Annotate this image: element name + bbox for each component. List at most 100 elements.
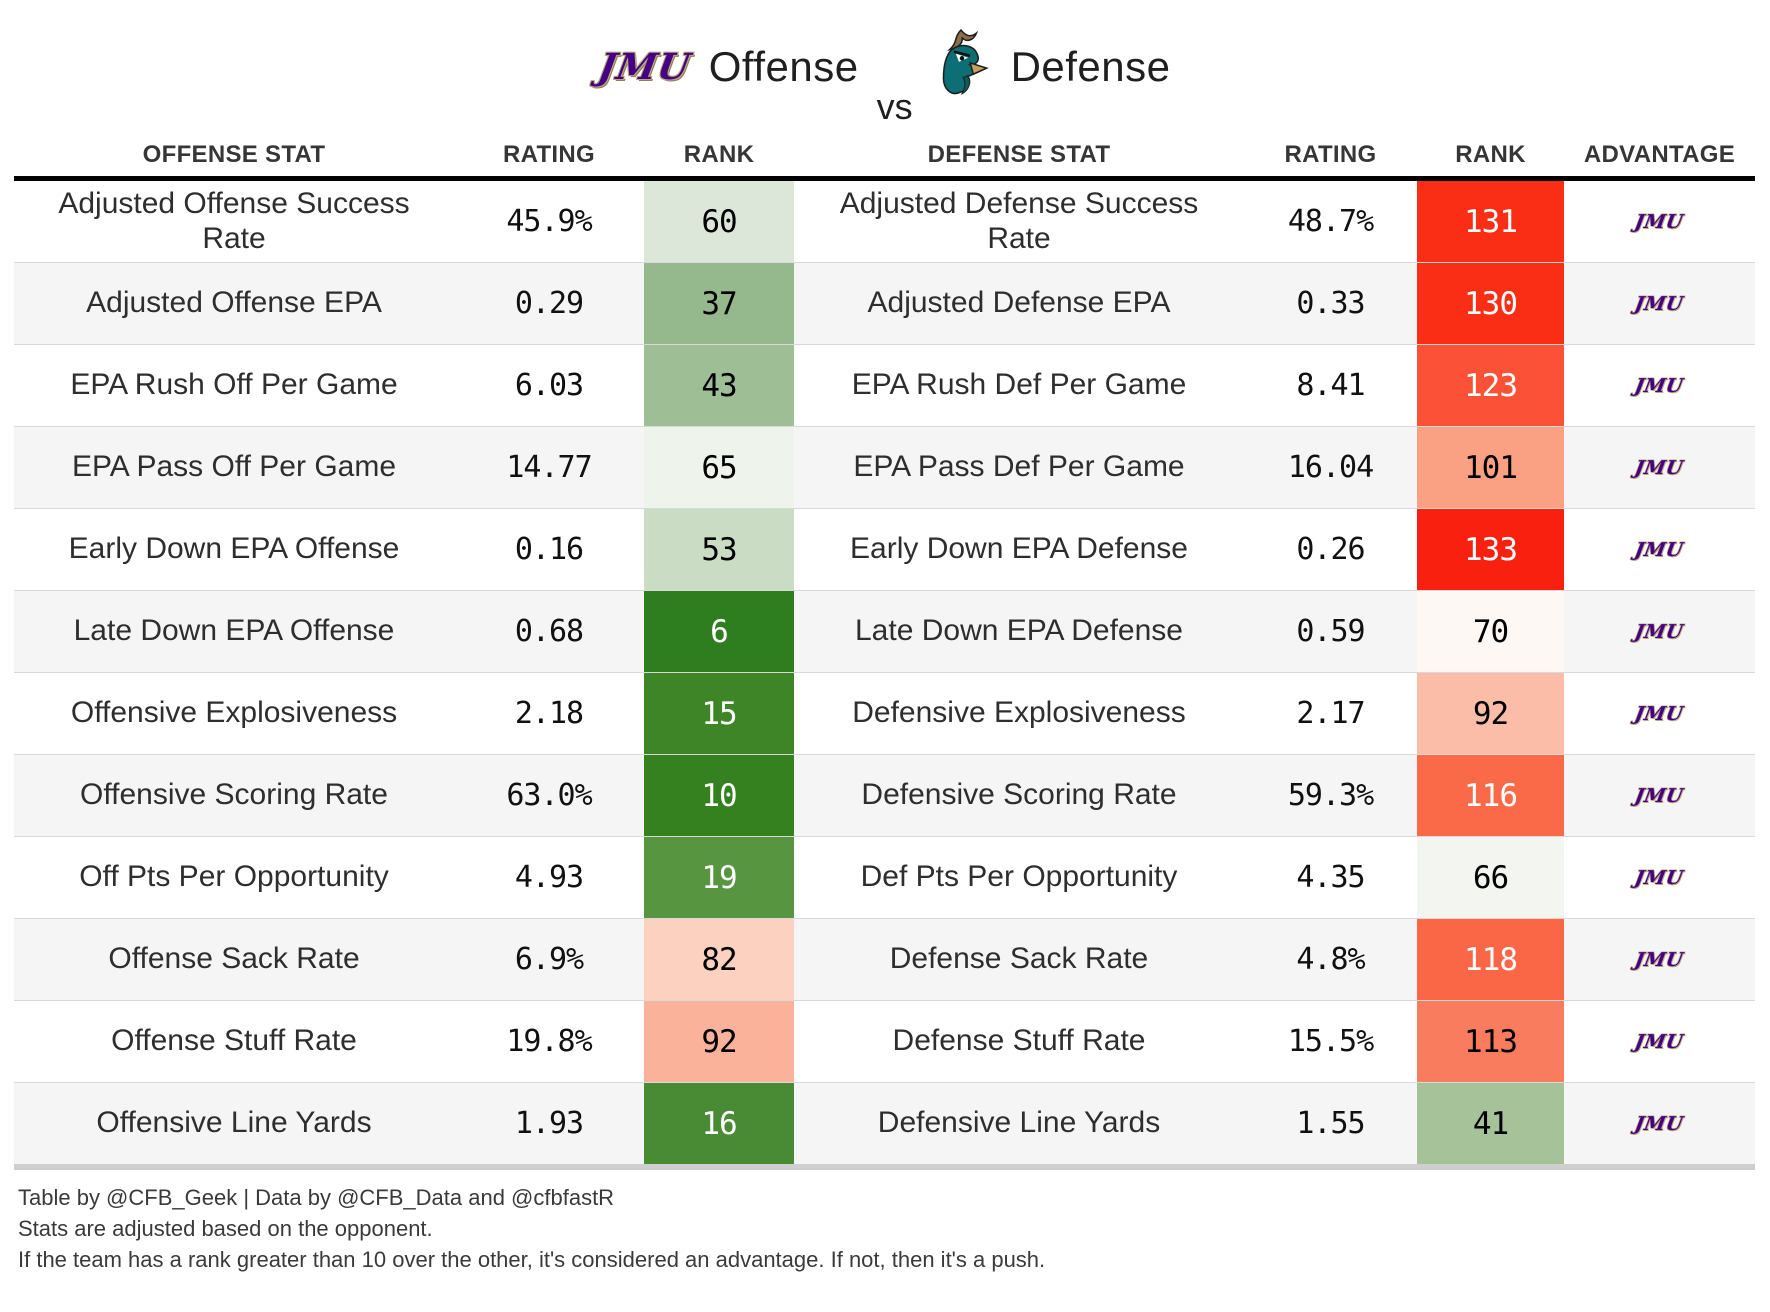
defense-stat-name: EPA Rush Def Per Game [851, 368, 1187, 402]
advantage-cell: JMU [1564, 1001, 1755, 1082]
offense-rating-value: 2.18 [514, 696, 584, 731]
offense-rank-cell: 37 [644, 263, 794, 344]
offense-rank-cell: 43 [644, 345, 794, 426]
chanticleer-logo-icon [931, 28, 993, 106]
table-row: Offensive Explosiveness 2.18 15 Defensiv… [14, 672, 1755, 754]
jmu-advantage-logo: JMU [1633, 620, 1686, 643]
offense-rating-value: 63.0% [506, 778, 592, 813]
advantage-cell: JMU [1564, 591, 1755, 672]
offense-rating-value: 4.93 [514, 860, 584, 895]
offense-rank-cell: 65 [644, 427, 794, 508]
defense-rank-cell: 66 [1417, 837, 1564, 918]
offense-rank-cell: 92 [644, 1001, 794, 1082]
table-row: Adjusted Offense EPA 0.29 37 Adjusted De… [14, 262, 1755, 344]
defense-stat-name: Adjusted Defense EPA [867, 286, 1171, 320]
defense-rating-value: 8.41 [1296, 368, 1365, 403]
defense-rank-cell: 123 [1417, 345, 1564, 426]
defense-rating-value: 15.5% [1287, 1024, 1374, 1059]
defense-stat-name: Def Pts Per Opportunity [860, 860, 1178, 894]
table-row: Offensive Scoring Rate 63.0% 10 Defensiv… [14, 754, 1755, 836]
col-header-defense-rank: RANK [1455, 141, 1526, 168]
defense-rank-cell: 113 [1417, 1001, 1564, 1082]
advantage-cell: JMU [1564, 345, 1755, 426]
defense-stat-name: Defensive Scoring Rate [861, 778, 1177, 812]
jmu-logo: JMU [595, 46, 695, 88]
defense-rating-value: 0.26 [1296, 532, 1365, 567]
defense-stat-name: Defense Stuff Rate [892, 1024, 1146, 1058]
table-row: EPA Pass Off Per Game 14.77 65 EPA Pass … [14, 426, 1755, 508]
advantage-cell: JMU [1564, 509, 1755, 590]
offense-rank-cell: 82 [644, 919, 794, 1000]
defense-rating-value: 4.35 [1296, 860, 1365, 895]
col-header-defense-rating: RATING [1284, 141, 1377, 168]
offense-rank-cell: 53 [644, 509, 794, 590]
defense-rating-value: 4.8% [1296, 942, 1365, 977]
defense-rank-cell: 92 [1417, 673, 1564, 754]
jmu-advantage-logo: JMU [1633, 784, 1686, 807]
advantage-cell: JMU [1564, 427, 1755, 508]
offense-rating-value: 0.16 [514, 532, 584, 567]
jmu-advantage-logo: JMU [1633, 1112, 1686, 1135]
offense-rank-cell: 16 [644, 1083, 794, 1164]
col-header-defense-stat: DEFENSE STAT [927, 141, 1111, 168]
table-row: Offense Sack Rate 6.9% 82 Defense Sack R… [14, 918, 1755, 1000]
col-header-offense-stat: OFFENSE STAT [142, 141, 326, 168]
offense-stat-name: Offense Sack Rate [108, 942, 360, 976]
column-header-row: OFFENSE STAT RATING RANK DEFENSE STAT RA… [14, 134, 1755, 176]
defense-rank-cell: 133 [1417, 509, 1564, 590]
defense-rating-value: 16.04 [1287, 450, 1374, 485]
offense-rank-cell: 15 [644, 673, 794, 754]
defense-stat-name: Defense Sack Rate [889, 942, 1149, 976]
offense-stat-name: Offensive Explosiveness [70, 696, 398, 730]
col-header-offense-rating: RATING [502, 141, 595, 168]
offense-rank-cell: 60 [644, 181, 794, 262]
offense-stat-name: Adjusted Offense EPA [86, 286, 382, 320]
offense-title-label: Offense [708, 43, 859, 90]
defense-rank-cell: 118 [1417, 919, 1564, 1000]
offense-rating-value: 6.03 [514, 368, 584, 403]
offense-stat-name: Off Pts Per Opportunity [79, 860, 389, 894]
jmu-advantage-logo: JMU [1633, 538, 1686, 561]
advantage-cell: JMU [1564, 837, 1755, 918]
offense-stat-name: EPA Rush Off Per Game [70, 368, 398, 402]
vs-label: vs [876, 86, 913, 127]
defense-rank-cell: 116 [1417, 755, 1564, 836]
advantage-cell: JMU [1564, 1083, 1755, 1164]
offense-rating-value: 0.68 [514, 614, 584, 649]
offense-stat-name: Offensive Scoring Rate [80, 778, 388, 812]
advantage-cell: JMU [1564, 181, 1755, 262]
table-row: Adjusted Offense Success Rate 45.9% 60 A… [14, 181, 1755, 262]
offense-rating-value: 14.77 [506, 450, 592, 485]
offense-rating-value: 6.9% [514, 942, 584, 977]
defense-stat-name: Defensive Line Yards [877, 1106, 1161, 1140]
table-row: Late Down EPA Offense 0.68 6 Late Down E… [14, 590, 1755, 672]
defense-title-label: Defense [1010, 43, 1171, 90]
defense-stat-name: Adjusted Defense Success Rate [839, 187, 1199, 255]
advantage-cell: JMU [1564, 755, 1755, 836]
advantage-cell: JMU [1564, 263, 1755, 344]
offense-rank-cell: 19 [644, 837, 794, 918]
defense-rating-value: 0.59 [1296, 614, 1365, 649]
offense-stat-name: Late Down EPA Offense [73, 614, 395, 648]
offense-rating-value: 0.29 [514, 286, 584, 321]
offense-rank-cell: 6 [644, 591, 794, 672]
table-body: Adjusted Offense Success Rate 45.9% 60 A… [14, 181, 1755, 1164]
table-row: Offensive Line Yards 1.93 16 Defensive L… [14, 1082, 1755, 1164]
defense-rank-cell: 131 [1417, 181, 1564, 262]
offense-rating-value: 19.8% [506, 1024, 592, 1059]
offense-rating-value: 1.93 [514, 1106, 584, 1141]
defense-stat-name: EPA Pass Def Per Game [853, 450, 1185, 484]
offense-rank-cell: 10 [644, 755, 794, 836]
defense-rating-value: 0.33 [1296, 286, 1365, 321]
title-bar: JMU Offense vs Defense [0, 0, 1770, 134]
defense-stat-name: Defensive Explosiveness [852, 696, 1186, 730]
table-row: Off Pts Per Opportunity 4.93 19 Def Pts … [14, 836, 1755, 918]
advantage-cell: JMU [1564, 673, 1755, 754]
offense-rating-value: 45.9% [506, 204, 592, 239]
defense-rating-value: 1.55 [1296, 1106, 1365, 1141]
advantage-cell: JMU [1564, 919, 1755, 1000]
footer-note-adjusted: Stats are adjusted based on the opponent… [18, 1216, 433, 1241]
col-header-offense-rank: RANK [683, 141, 755, 168]
jmu-advantage-logo: JMU [1633, 948, 1686, 971]
jmu-advantage-logo: JMU [1633, 866, 1686, 889]
